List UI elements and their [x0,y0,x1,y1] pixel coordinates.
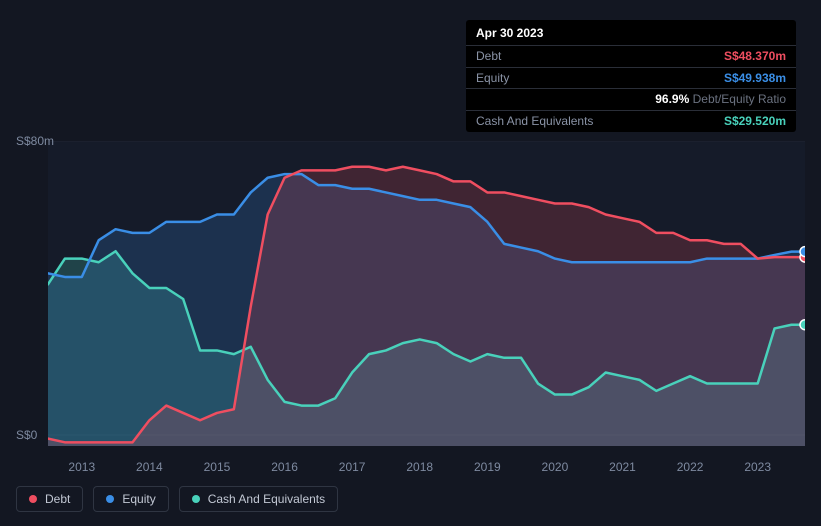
x-axis-tick: 2017 [339,460,366,474]
legend-item[interactable]: Equity [93,486,168,512]
tooltip-row: Equity S$49.938m [466,67,796,89]
legend-item[interactable]: Debt [16,486,83,512]
x-axis-tick: 2021 [609,460,636,474]
x-axis-tick: 2016 [271,460,298,474]
x-axis-tick: 2022 [677,460,704,474]
legend-dot-icon [192,495,200,503]
y-axis-label: S$0 [16,428,37,442]
tooltip-row: Debt S$48.370m [466,45,796,67]
legend-item[interactable]: Cash And Equivalents [179,486,338,512]
chart-svg [48,141,805,446]
tooltip-row: 96.9% Debt/Equity Ratio [466,88,796,110]
x-axis-tick: 2014 [136,460,163,474]
x-axis-tick: 2015 [204,460,231,474]
x-axis-tick: 2019 [474,460,501,474]
tooltip-label: Equity [476,70,509,87]
legend-dot-icon [29,495,37,503]
plot-area[interactable] [48,141,805,446]
x-axis-tick: 2023 [744,460,771,474]
debt-equity-chart: 2013 2014 2015 2016 2017 2018 2019 2020 2021 2022… [16,125,805,478]
legend-label: Debt [45,492,70,506]
y-axis-label: S$80m [16,134,54,148]
tooltip-rows: Debt S$48.370m Equity S$49.938m 96.9% Debt/E… [466,45,796,132]
x-axis-tick: 2013 [68,460,95,474]
tooltip-label: Debt [476,48,501,65]
tooltip-value: S$49.938m [724,70,786,87]
tooltip-value: 96.9% Debt/Equity Ratio [655,91,786,108]
legend-dot-icon [106,495,114,503]
chart-tooltip: Apr 30 2023 Debt S$48.370m Equity S$49.938m… [466,20,796,132]
x-axis: 2013 2014 2015 2016 2017 2018 2019 2020 2021 2022… [48,460,805,478]
tooltip-value: S$48.370m [724,48,786,65]
tooltip-date: Apr 30 2023 [466,20,796,45]
x-axis-tick: 2020 [542,460,569,474]
legend: Debt Equity Cash And Equivalents [16,486,338,512]
legend-label: Cash And Equivalents [208,492,325,506]
legend-label: Equity [122,492,155,506]
x-axis-tick: 2018 [406,460,433,474]
